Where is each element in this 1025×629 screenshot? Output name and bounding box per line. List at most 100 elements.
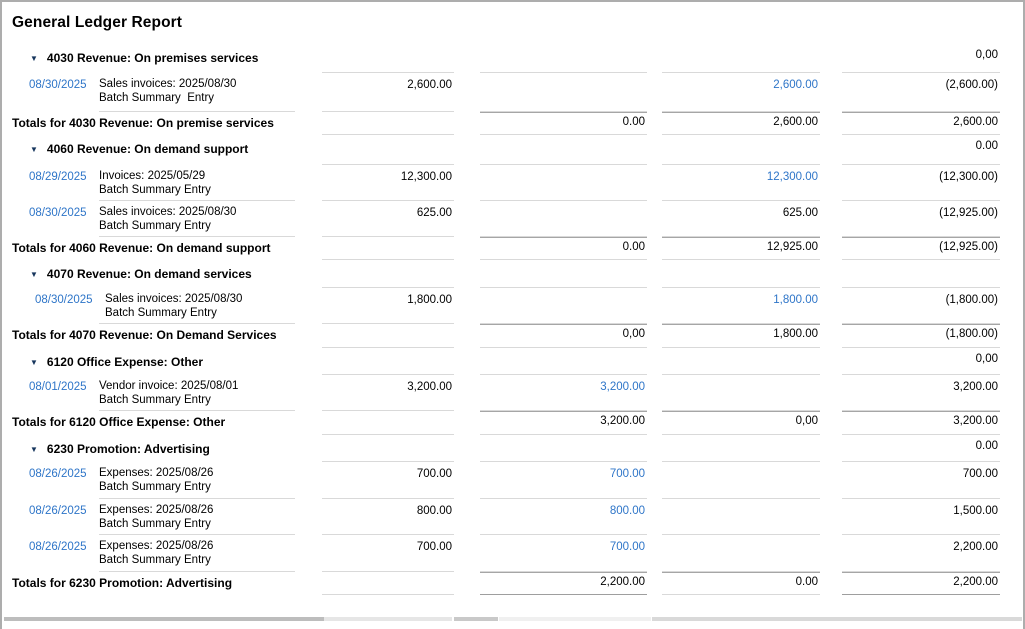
- debit-amount-cell: [480, 348, 647, 375]
- balance-amount: (12,300.00): [842, 165, 1000, 201]
- transaction-amount: 800.00: [322, 499, 454, 535]
- debit-amount: 800.00: [480, 499, 647, 535]
- totals-balance: (12,925.00): [842, 237, 1000, 260]
- collapse-triangle-icon[interactable]: ▼: [30, 270, 38, 279]
- account-header-label: 6120 Office Expense: Other: [46, 355, 203, 369]
- entry-type-text: Batch Summary Entry: [99, 517, 211, 530]
- account-section-row: ▼ 4060 Revenue: On demand support 0.00: [29, 135, 1000, 165]
- transaction-description: Expenses: 2025/08/26 Batch Summary Entry: [99, 462, 295, 499]
- account-totals-row: Totals for 4030 Revenue: On premise serv…: [12, 112, 1000, 135]
- entry-type-text: Batch Summary Entry: [99, 183, 211, 196]
- transaction-date-link[interactable]: 08/26/2025: [29, 505, 87, 517]
- transaction-description: Vendor invoice: 2025/08/01 Batch Summary …: [99, 375, 295, 411]
- credit-amount-cell: [662, 135, 820, 165]
- totals-credit: 0.00: [662, 572, 820, 595]
- entry-type-text: Batch Summary Entry: [99, 393, 211, 406]
- transaction-row: 08/26/2025 Expenses: 2025/08/26 Batch Sum…: [29, 499, 1000, 535]
- collapse-triangle-icon[interactable]: ▼: [30, 358, 38, 367]
- credit-amount: [662, 499, 820, 535]
- account-section-row: ▼ 6230 Promotion: Advertising 0.00: [29, 435, 1000, 462]
- entry-type-text: Batch Summary Entry: [99, 91, 215, 104]
- scrollbar-track-segment: [454, 617, 498, 621]
- totals-debit: 0.00: [480, 237, 647, 260]
- scrollbar-track-segment: [324, 617, 452, 621]
- credit-amount-cell: [662, 260, 820, 288]
- transaction-row: 08/26/2025 Expenses: 2025/08/26 Batch Sum…: [29, 462, 1000, 499]
- debit-amount: [480, 201, 647, 237]
- scrollbar-track-segment: [652, 617, 1022, 621]
- transaction-date-link[interactable]: 08/30/2025: [29, 207, 87, 219]
- transaction-amount: 700.00: [322, 462, 454, 499]
- debit-amount: 3,200.00: [480, 375, 647, 411]
- transaction-amount: 1,800.00: [322, 288, 454, 324]
- balance-amount: 700.00: [842, 462, 1000, 499]
- account-totals-row: Totals for 6120 Office Expense: Other 3,…: [12, 411, 1000, 435]
- account-totals-row: Totals for 4060 Revenue: On demand suppo…: [12, 237, 1000, 260]
- account-totals-row: Totals for 6230 Promotion: Advertising 2…: [12, 572, 1000, 595]
- transaction-description: Sales invoices: 2025/08/30 Batch Summary …: [99, 288, 295, 324]
- totals-label: Totals for 6120 Office Expense: Other: [12, 415, 226, 429]
- balance-amount: (1,800.00): [842, 288, 1000, 324]
- opening-balance: [842, 260, 1000, 288]
- totals-label: Totals for 6230 Promotion: Advertising: [12, 576, 233, 590]
- totals-credit: 2,600.00: [662, 112, 820, 135]
- transaction-row: 08/29/2025 Invoices: 2025/05/29 Batch Sum…: [29, 165, 1000, 201]
- transaction-date-link[interactable]: 08/30/2025: [29, 79, 87, 91]
- transaction-amount-cell: [322, 324, 454, 348]
- account-header-label: 4070 Revenue: On demand services: [46, 267, 252, 281]
- debit-amount-cell: [480, 260, 647, 288]
- transaction-amount-cell: [322, 572, 454, 595]
- transaction-row: 08/30/2025 Sales invoices: 2025/08/30 Bat…: [29, 73, 1000, 112]
- debit-amount-cell: [480, 44, 647, 73]
- scrollbar-track-segment: [499, 617, 651, 621]
- credit-amount: [662, 375, 820, 411]
- totals-label: Totals for 4030 Revenue: On premise serv…: [12, 116, 274, 130]
- opening-balance: 0.00: [842, 135, 1000, 165]
- balance-amount: (12,925.00): [842, 201, 1000, 237]
- transaction-date-link[interactable]: 08/26/2025: [29, 468, 87, 480]
- transaction-row: 08/30/2025 Sales invoices: 2025/08/30 Bat…: [29, 201, 1000, 237]
- collapse-triangle-icon[interactable]: ▼: [30, 445, 38, 454]
- transaction-date-link[interactable]: 08/26/2025: [29, 541, 87, 553]
- transaction-amount: 700.00: [322, 535, 454, 572]
- totals-debit: 0,00: [480, 324, 647, 348]
- account-header: ▼ 6230 Promotion: Advertising: [30, 435, 295, 462]
- transaction-date-link[interactable]: 08/29/2025: [29, 171, 87, 183]
- transaction-amount-cell: [322, 237, 454, 260]
- description-text: Sales invoices: 2025/08/30: [99, 78, 237, 90]
- transaction-description: Invoices: 2025/05/29 Batch Summary Entry: [99, 165, 295, 201]
- transaction-date-link[interactable]: 08/01/2025: [29, 381, 87, 393]
- transaction-amount-cell: [322, 135, 454, 165]
- entry-type-text: Batch Summary Entry: [99, 553, 211, 566]
- transaction-description: Expenses: 2025/08/26 Batch Summary Entry: [99, 535, 295, 572]
- credit-amount: [662, 462, 820, 499]
- transaction-description: Sales invoices: 2025/08/30 Batch Summary …: [99, 201, 295, 237]
- balance-amount: (2,600.00): [842, 73, 1000, 112]
- debit-amount: [480, 73, 647, 112]
- credit-amount: 2,600.00: [662, 73, 820, 112]
- transaction-row: 08/30/2025 Sales invoices: 2025/08/30 Bat…: [29, 288, 1000, 324]
- description-text: Expenses: 2025/08/26: [99, 540, 214, 552]
- collapse-triangle-icon[interactable]: ▼: [30, 54, 38, 63]
- account-header-label: 6230 Promotion: Advertising: [46, 442, 210, 456]
- transaction-description: Expenses: 2025/08/26 Batch Summary Entry: [99, 499, 295, 535]
- debit-amount: 700.00: [480, 462, 647, 499]
- collapse-triangle-icon[interactable]: ▼: [30, 145, 38, 154]
- account-section-row: ▼ 4030 Revenue: On premises services 0,00: [29, 44, 1000, 73]
- account-header: ▼ 4060 Revenue: On demand support: [30, 135, 295, 165]
- description-text: Invoices: 2025/05/29: [99, 170, 206, 182]
- balance-amount: 2,200.00: [842, 535, 1000, 572]
- account-header: ▼ 4070 Revenue: On demand services: [30, 260, 295, 288]
- balance-amount: 3,200.00: [842, 375, 1000, 411]
- totals-label: Totals for 4070 Revenue: On Demand Servi…: [12, 328, 277, 342]
- opening-balance: 0.00: [842, 435, 1000, 462]
- entry-type-text: Batch Summary Entry: [99, 480, 211, 493]
- account-section-row: ▼ 4070 Revenue: On demand services: [29, 260, 1000, 288]
- page-title: General Ledger Report: [12, 14, 183, 31]
- totals-balance: 2,600.00: [842, 112, 1000, 135]
- transaction-date-link[interactable]: 08/30/2025: [35, 294, 93, 306]
- scrollbar-thumb[interactable]: [4, 617, 324, 621]
- totals-debit: 0.00: [480, 112, 647, 135]
- transaction-amount: 2,600.00: [322, 73, 454, 112]
